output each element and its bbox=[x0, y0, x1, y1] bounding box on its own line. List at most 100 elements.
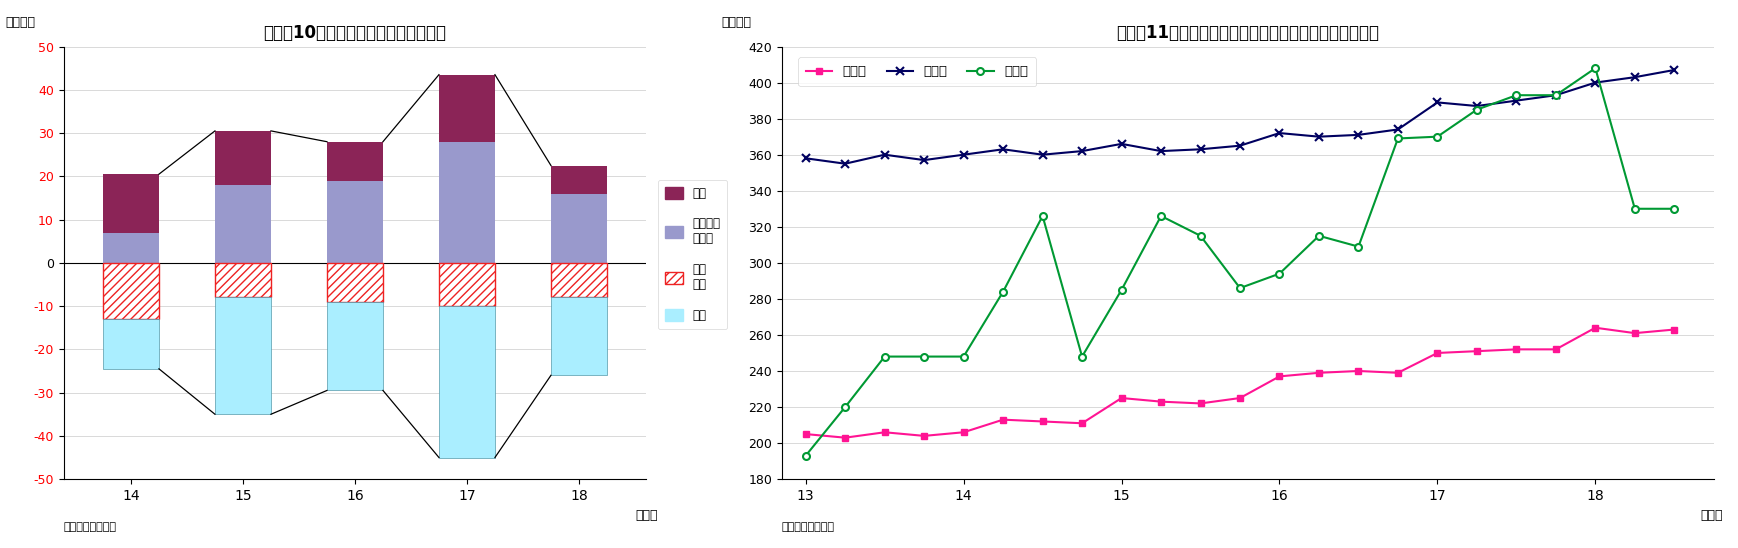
Text: （年）: （年） bbox=[1700, 510, 1722, 522]
Bar bbox=[327, 142, 382, 181]
Text: （資料）日本銀行: （資料）日本銀行 bbox=[782, 522, 834, 533]
借入金 bbox=[1072, 148, 1093, 155]
Line: 借入金: 借入金 bbox=[801, 66, 1679, 168]
株式等 bbox=[1585, 65, 1606, 71]
Legend: 家計, 民間非金
融法人, 一般
政府, 海外: 家計, 民間非金 融法人, 一般 政府, 海外 bbox=[659, 180, 726, 329]
現預金 bbox=[1349, 368, 1370, 374]
Bar bbox=[103, 319, 158, 369]
借入金 bbox=[1032, 151, 1053, 158]
株式等 bbox=[1625, 206, 1646, 212]
現預金 bbox=[1505, 346, 1526, 353]
現預金 bbox=[992, 416, 1013, 423]
Text: （兆円）: （兆円） bbox=[5, 16, 35, 29]
株式等 bbox=[874, 353, 895, 360]
Bar bbox=[551, 298, 607, 375]
借入金 bbox=[796, 155, 817, 162]
現預金 bbox=[874, 429, 895, 436]
現預金 bbox=[1585, 324, 1606, 331]
借入金 bbox=[1111, 141, 1131, 147]
現預金 bbox=[952, 429, 973, 436]
Line: 現預金: 現預金 bbox=[803, 325, 1677, 441]
Bar bbox=[327, 302, 382, 391]
Bar bbox=[216, 185, 271, 263]
現預金 bbox=[1545, 346, 1566, 353]
株式等 bbox=[1191, 232, 1211, 239]
Bar bbox=[216, 298, 271, 414]
借入金 bbox=[1229, 142, 1250, 149]
株式等 bbox=[834, 404, 855, 410]
株式等 bbox=[1663, 206, 1684, 212]
借入金 bbox=[1269, 130, 1290, 136]
現預金 bbox=[914, 432, 935, 439]
株式等 bbox=[1545, 92, 1566, 99]
Text: （年）: （年） bbox=[636, 510, 657, 522]
Bar bbox=[551, 263, 607, 298]
株式等 bbox=[1309, 232, 1330, 239]
Bar bbox=[103, 263, 158, 319]
借入金 bbox=[1585, 79, 1606, 86]
借入金 bbox=[1387, 126, 1408, 133]
Bar bbox=[551, 263, 607, 298]
借入金 bbox=[1309, 133, 1330, 140]
Bar bbox=[440, 306, 495, 458]
株式等 bbox=[1505, 92, 1526, 99]
Text: （兆円）: （兆円） bbox=[721, 16, 751, 29]
株式等 bbox=[1467, 106, 1488, 113]
現預金 bbox=[1111, 395, 1131, 401]
Bar bbox=[327, 263, 382, 302]
株式等 bbox=[1072, 353, 1093, 360]
株式等 bbox=[1151, 213, 1171, 219]
Bar bbox=[216, 263, 271, 298]
現預金 bbox=[1387, 369, 1408, 376]
現預金 bbox=[1151, 398, 1171, 405]
借入金 bbox=[1427, 99, 1448, 106]
Bar bbox=[327, 263, 382, 302]
Bar bbox=[216, 263, 271, 298]
Title: （図表10）部門別資金過不足（暦年）: （図表10）部門別資金過不足（暦年） bbox=[264, 24, 447, 42]
借入金 bbox=[914, 157, 935, 163]
Bar bbox=[440, 263, 495, 306]
借入金 bbox=[1663, 67, 1684, 73]
Text: （資料）日本銀行: （資料）日本銀行 bbox=[64, 522, 116, 533]
借入金 bbox=[1191, 146, 1211, 152]
借入金 bbox=[1349, 132, 1370, 138]
現預金 bbox=[1467, 348, 1488, 355]
Bar bbox=[327, 181, 382, 263]
現預金 bbox=[1072, 420, 1093, 426]
現預金 bbox=[1229, 395, 1250, 401]
現預金 bbox=[1191, 400, 1211, 407]
現預金 bbox=[1032, 418, 1053, 425]
Bar bbox=[551, 165, 607, 193]
株式等 bbox=[1269, 270, 1290, 277]
Bar bbox=[103, 263, 158, 319]
株式等 bbox=[1349, 243, 1370, 250]
現預金 bbox=[1625, 330, 1646, 336]
Title: （図表11）民間非金融法人の現預金・借入金・株式残高: （図表11）民間非金融法人の現預金・借入金・株式残高 bbox=[1116, 24, 1380, 42]
現預金 bbox=[1269, 373, 1290, 380]
株式等 bbox=[1427, 133, 1448, 140]
現預金 bbox=[1663, 326, 1684, 333]
現預金 bbox=[796, 431, 817, 437]
借入金 bbox=[1467, 102, 1488, 109]
株式等 bbox=[1032, 213, 1053, 219]
借入金 bbox=[1151, 148, 1171, 155]
現預金 bbox=[834, 435, 855, 441]
株式等 bbox=[1387, 135, 1408, 142]
Bar bbox=[440, 263, 495, 306]
Bar bbox=[440, 75, 495, 142]
借入金 bbox=[1545, 92, 1566, 99]
Bar bbox=[103, 232, 158, 263]
借入金 bbox=[874, 151, 895, 158]
Bar bbox=[551, 193, 607, 263]
株式等 bbox=[914, 353, 935, 360]
借入金 bbox=[1625, 74, 1646, 81]
株式等 bbox=[1111, 287, 1131, 293]
Bar bbox=[103, 174, 158, 232]
株式等 bbox=[1229, 285, 1250, 292]
借入金 bbox=[952, 151, 973, 158]
現預金 bbox=[1309, 369, 1330, 376]
Bar bbox=[440, 142, 495, 263]
借入金 bbox=[992, 146, 1013, 152]
Bar bbox=[216, 131, 271, 185]
Line: 株式等: 株式等 bbox=[803, 65, 1677, 459]
